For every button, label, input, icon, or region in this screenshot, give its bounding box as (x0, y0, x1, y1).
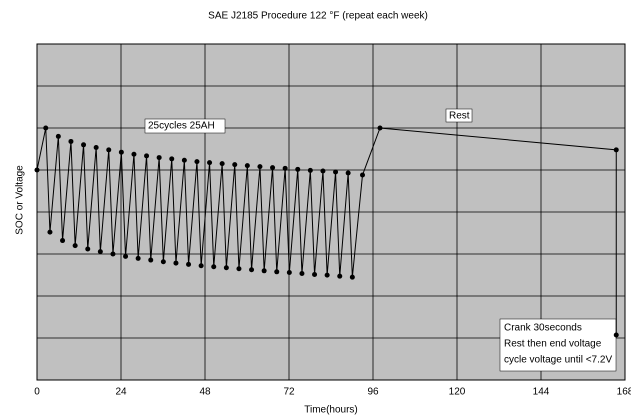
annotation: 25cycles 25AH (148, 121, 215, 132)
annotation-box (445, 108, 473, 123)
marker (156, 155, 162, 161)
marker (337, 273, 343, 279)
marker (186, 261, 192, 267)
marker (299, 270, 305, 276)
x-tick-label: 120 (449, 387, 466, 398)
marker (613, 332, 619, 338)
annotation: Crank 30seconds (504, 323, 582, 334)
marker (236, 266, 242, 272)
x-tick-label: 144 (533, 387, 550, 398)
marker (34, 167, 40, 173)
x-tick-label: 0 (34, 387, 40, 398)
marker (377, 125, 383, 131)
marker (123, 253, 129, 259)
marker (333, 169, 339, 175)
x-axis-label: Time(hours) (304, 405, 358, 416)
marker (249, 267, 255, 273)
marker (110, 251, 116, 257)
x-tick-label: 168 (617, 387, 631, 398)
x-tick-label: 72 (283, 387, 295, 398)
grid (36, 43, 626, 381)
annotation-box (144, 118, 226, 134)
x-tick-label: 96 (367, 387, 379, 398)
chart-title: SAE J2185 Procedure 122 °F (repeat each … (208, 11, 428, 22)
marker (148, 257, 154, 263)
marker (349, 274, 355, 280)
marker (97, 249, 103, 255)
annotation: Rest then end voltage (504, 339, 602, 350)
marker (60, 238, 66, 244)
marker (223, 265, 229, 271)
marker (274, 269, 280, 275)
marker (81, 142, 87, 148)
marker (286, 269, 292, 275)
marker (270, 165, 276, 171)
marker (198, 263, 204, 269)
marker (118, 149, 124, 155)
marker (160, 259, 166, 265)
marker (144, 153, 150, 159)
marker (181, 157, 187, 163)
marker (282, 165, 288, 171)
marker (219, 161, 225, 167)
marker (261, 268, 267, 274)
marker (68, 138, 74, 144)
marker (360, 172, 365, 178)
y-axis-label: SOC or Voltage (15, 165, 26, 235)
x-tick-label: 48 (199, 387, 211, 398)
marker (244, 163, 250, 169)
marker (613, 147, 619, 153)
marker (295, 166, 301, 172)
marker (194, 159, 200, 165)
marker (312, 271, 318, 277)
marker (257, 164, 263, 170)
marker (324, 272, 330, 278)
marker (106, 147, 112, 153)
annotation-box (499, 318, 617, 372)
marker (211, 264, 217, 270)
annotation: cycle voltage until <7.2V (504, 355, 612, 366)
marker (43, 125, 49, 131)
marker (72, 243, 78, 249)
marker (345, 170, 351, 176)
marker (207, 160, 213, 166)
marker (173, 260, 179, 266)
marker (85, 246, 91, 252)
marker (135, 255, 141, 261)
marker (131, 151, 137, 157)
x-tick-label: 24 (115, 387, 127, 398)
marker (307, 167, 313, 173)
marker (169, 156, 175, 162)
marker (55, 133, 61, 139)
marker (47, 229, 53, 235)
marker (93, 144, 99, 150)
marker (232, 162, 238, 168)
marker (320, 168, 326, 174)
annotation: Rest (449, 111, 470, 122)
